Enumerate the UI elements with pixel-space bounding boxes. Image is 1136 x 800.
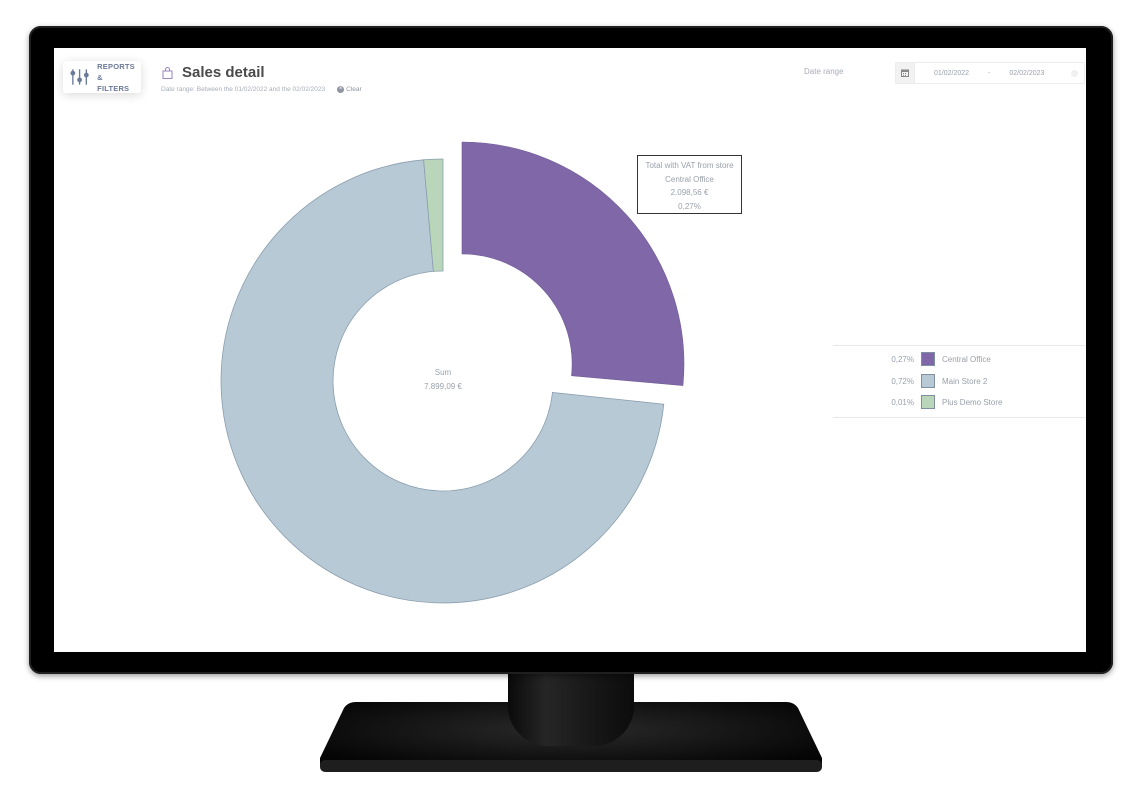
page-title: Sales detail — [162, 64, 265, 81]
date-range-label: Date range — [804, 67, 844, 76]
info-icon[interactable] — [1071, 69, 1078, 77]
date-range-summary: Date range: Between the 01/02/2022 and t… — [161, 86, 362, 93]
donut-center-label: Sum 7.899,09 € — [403, 366, 483, 393]
start-date-input[interactable]: 01/02/2022 — [934, 69, 970, 77]
legend-percent: 0,27% — [891, 354, 914, 364]
center-value-text: 7.899,09 € — [424, 381, 462, 391]
sliders-icon — [70, 69, 89, 85]
legend-swatch — [921, 352, 935, 366]
shopping-bag-icon — [162, 66, 173, 79]
reports-filters-label: REPORTS & FILTERS — [97, 61, 141, 94]
chart-legend: 0,27% Central Office 0,72% Main Store 2 … — [833, 345, 1086, 418]
legend-item-plus-demo-store[interactable]: 0,01% Plus Demo Store — [833, 394, 1086, 410]
donut-chart — [220, 141, 685, 604]
monitor-stand-neck — [508, 668, 634, 746]
slice-main-store-2[interactable] — [220, 159, 665, 604]
legend-percent: 0,72% — [891, 376, 914, 386]
tooltip-value: 2.098,56 € — [670, 188, 709, 197]
legend-item-main-store-2[interactable]: 0,72% Main Store 2 — [833, 373, 1086, 389]
clear-button[interactable]: × Clear — [337, 86, 362, 93]
tooltip-store: Central Office — [665, 174, 714, 184]
reports-filters-label-line2: FILTERS — [97, 83, 130, 93]
date-range-picker[interactable]: 01/02/2022 - 02/02/2023 — [895, 62, 1085, 84]
calendar-icon[interactable] — [896, 63, 915, 83]
slice-central-office[interactable] — [461, 141, 685, 386]
close-circle-icon: × — [337, 86, 345, 93]
legend-percent: 0,01% — [891, 397, 914, 407]
tooltip-percent: 0,27% — [678, 201, 701, 211]
end-date-input[interactable]: 02/02/2023 — [1009, 69, 1045, 77]
tooltip-title: Total with VAT from store — [645, 161, 734, 170]
page-title-text: Sales detail — [182, 64, 265, 81]
legend-label: Central Office — [942, 354, 991, 364]
legend-swatch — [921, 374, 935, 388]
date-range-summary-text: Date range: Between the 01/02/2022 and t… — [161, 86, 326, 93]
app-screen: REPORTS & FILTERS Sales detail Date rang… — [54, 48, 1086, 652]
legend-swatch — [921, 395, 935, 409]
legend-label: Plus Demo Store — [942, 397, 1003, 407]
reports-filters-button[interactable]: REPORTS & FILTERS — [63, 61, 141, 93]
clear-label: Clear — [346, 86, 362, 93]
legend-label: Main Store 2 — [942, 376, 988, 386]
date-separator: - — [988, 69, 991, 77]
slice-plus-demo-store[interactable] — [423, 158, 444, 272]
chart-tooltip: Total with VAT from store Central Office… — [637, 155, 742, 214]
title-area: Sales detail — [162, 64, 265, 81]
legend-item-central-office[interactable]: 0,27% Central Office — [833, 351, 1086, 367]
center-label-text: Sum — [434, 368, 452, 377]
reports-filters-label-line1: REPORTS & — [97, 61, 135, 82]
